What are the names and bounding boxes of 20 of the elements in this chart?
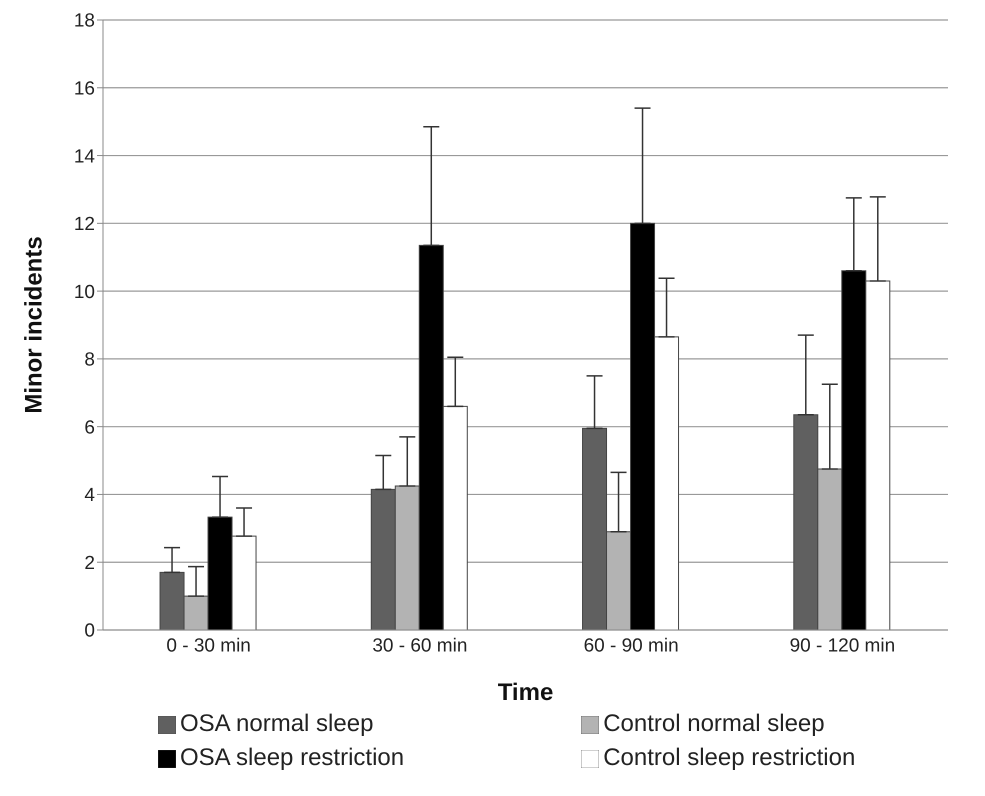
legend-label: Control normal sleep — [603, 710, 825, 737]
y-tick-label: 6 — [84, 417, 95, 438]
y-tick-label: 2 — [84, 552, 95, 574]
y-tick-label: 4 — [84, 485, 96, 506]
legend-label: OSA sleep restriction — [180, 744, 404, 771]
y-tick-label: 10 — [74, 282, 95, 303]
y-tick-label: 18 — [74, 10, 95, 32]
y-tick-label: 0 — [84, 620, 95, 642]
y-tick-label: 8 — [84, 350, 95, 371]
x-tick-label: 0 - 30 min — [166, 635, 251, 656]
x-tick-label: 30 - 60 min — [372, 635, 468, 656]
y-tick-label: 14 — [74, 146, 96, 168]
y-axis-title: Minor incidents — [20, 236, 48, 414]
x-tick-label: 90 - 120 min — [790, 635, 896, 656]
x-axis-title: Time — [498, 679, 554, 706]
y-tick-label: 12 — [74, 214, 95, 236]
x-tick-label: 60 - 90 min — [584, 635, 679, 656]
y-tick-label: 16 — [74, 78, 95, 100]
legend-label: Control sleep restriction — [603, 744, 856, 771]
legend-label: OSA normal sleep — [180, 710, 374, 737]
